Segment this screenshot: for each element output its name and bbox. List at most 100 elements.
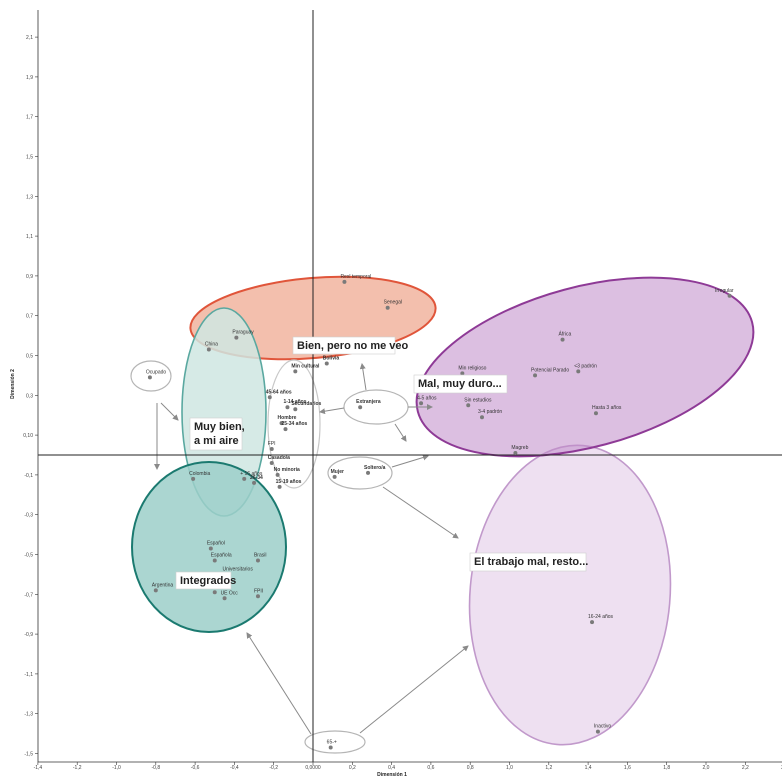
data-point xyxy=(275,472,280,477)
ellipse-center xyxy=(267,359,321,489)
x-tick-label: 0,4 xyxy=(388,765,395,771)
data-point xyxy=(242,476,247,481)
data-point xyxy=(479,415,484,420)
point-label: Argentina xyxy=(152,582,174,588)
ellipse-integrados xyxy=(131,461,287,633)
data-point xyxy=(385,305,390,310)
point-label: Magreb xyxy=(511,445,528,451)
data-point xyxy=(727,293,732,298)
arrow-extranjera-down xyxy=(394,423,407,442)
y-tick-label: -0,7 xyxy=(24,592,33,598)
data-point xyxy=(595,729,600,734)
group-label-box xyxy=(469,552,587,572)
arrow-65-right xyxy=(359,645,469,734)
point-label: Hombre xyxy=(278,415,297,421)
x-tick-label: 0,2 xyxy=(349,765,356,771)
data-point xyxy=(460,371,465,376)
x-tick-label: -1,0 xyxy=(112,765,121,771)
data-point xyxy=(366,470,371,475)
data-point xyxy=(252,480,257,485)
data-point xyxy=(342,279,347,284)
y-tick-label: 0,10 xyxy=(23,433,33,439)
point-label: Bolivia xyxy=(323,355,340,361)
y-tick-label: 1,7 xyxy=(26,115,33,121)
point-label: Hasta 3 años xyxy=(592,405,622,411)
point-label: Sin estudios xyxy=(464,397,492,403)
y-tick-label: -0,5 xyxy=(24,553,33,559)
ellipse-extranjera xyxy=(343,389,409,425)
y-tick-label: -1,1 xyxy=(24,672,33,678)
point-label: Mujer xyxy=(331,469,344,475)
point-label: + 16 años xyxy=(240,471,263,477)
group-ellipses xyxy=(130,275,755,754)
data-point xyxy=(208,546,213,551)
point-label: África xyxy=(559,331,572,338)
y-axis-title: Dimensión 2 xyxy=(10,369,16,399)
point-label: 65-+ xyxy=(327,740,337,746)
arrow-extranjera-up xyxy=(359,363,367,391)
point-label: Potencial Parado xyxy=(531,367,569,373)
y-tick-label: -0,9 xyxy=(24,632,33,638)
x-tick-label: 1,2 xyxy=(545,765,552,771)
x-tick-label: 2,0 xyxy=(703,765,710,771)
arrow-extranjera-left xyxy=(319,407,345,415)
point-label: 45-64 años xyxy=(266,389,292,395)
y-tick-label: -0,1 xyxy=(24,473,33,479)
data-point xyxy=(533,373,538,378)
data-point xyxy=(293,369,298,374)
data-point xyxy=(269,447,274,452)
y-tick-label: 1,3 xyxy=(26,194,33,200)
data-point xyxy=(576,369,581,374)
x-tick-label: -0,2 xyxy=(269,765,278,771)
point-label: 16-24 años xyxy=(588,614,614,620)
group-label-2: a mi aire xyxy=(194,435,239,447)
point-label: Español xyxy=(207,541,225,547)
group-label-0: Bien, pero no me veo xyxy=(297,340,409,352)
y-tick-label: -0,3 xyxy=(24,513,33,519)
group-label-4: El trabajo mal, resto... xyxy=(474,556,588,568)
data-point xyxy=(466,403,471,408)
data-point xyxy=(212,558,217,563)
y-tick-label: -1,3 xyxy=(24,712,33,718)
data-point xyxy=(590,620,595,625)
point-label: Secundarios xyxy=(291,401,321,407)
group-label-2: Muy bien, xyxy=(194,421,245,433)
x-tick-label: 1,4 xyxy=(585,765,592,771)
y-tick-label: 0,9 xyxy=(26,274,33,280)
point-label: Senegal xyxy=(384,300,402,306)
group-label-3: Integrados xyxy=(180,575,236,587)
data-point xyxy=(153,588,158,593)
point-label: UE Occ xyxy=(221,590,239,596)
point-label: FPII xyxy=(254,588,263,594)
data-point xyxy=(293,407,298,412)
data-point xyxy=(234,335,239,340)
y-tick-label: 1,5 xyxy=(26,155,33,161)
x-tick-label: 0,8 xyxy=(467,765,474,771)
point-label: Paraguay xyxy=(232,330,254,336)
y-tick-label: -1,5 xyxy=(24,752,33,758)
point-label: Irregular xyxy=(715,288,734,294)
point-label: Soltero/a xyxy=(364,465,386,471)
data-point xyxy=(277,484,282,489)
data-point xyxy=(279,421,284,426)
point-label: 3-4 padrón xyxy=(478,409,502,415)
data-point xyxy=(269,460,274,465)
point-label: Inactivo xyxy=(594,724,611,730)
point-label: Casado/a xyxy=(268,455,290,461)
data-point xyxy=(222,596,227,601)
y-tick-label: 0,7 xyxy=(26,314,33,320)
x-tick-label: 2,2 xyxy=(742,765,749,771)
x-tick-label: 0,6 xyxy=(427,765,434,771)
data-point xyxy=(332,474,337,479)
ellipse-ocupado xyxy=(130,360,172,392)
point-label: Min cultural xyxy=(291,363,320,369)
y-tick-label: 0,5 xyxy=(26,354,33,360)
ellipse-mal-muy-duro xyxy=(415,276,755,458)
data-point xyxy=(206,347,211,352)
point-label: Extranjera xyxy=(356,399,381,405)
data-point xyxy=(593,411,598,416)
data-point xyxy=(255,594,260,599)
point-label: 4-5 años xyxy=(417,395,437,401)
x-tick-label: 1,8 xyxy=(663,765,670,771)
y-tick-label: 1,1 xyxy=(26,234,33,240)
